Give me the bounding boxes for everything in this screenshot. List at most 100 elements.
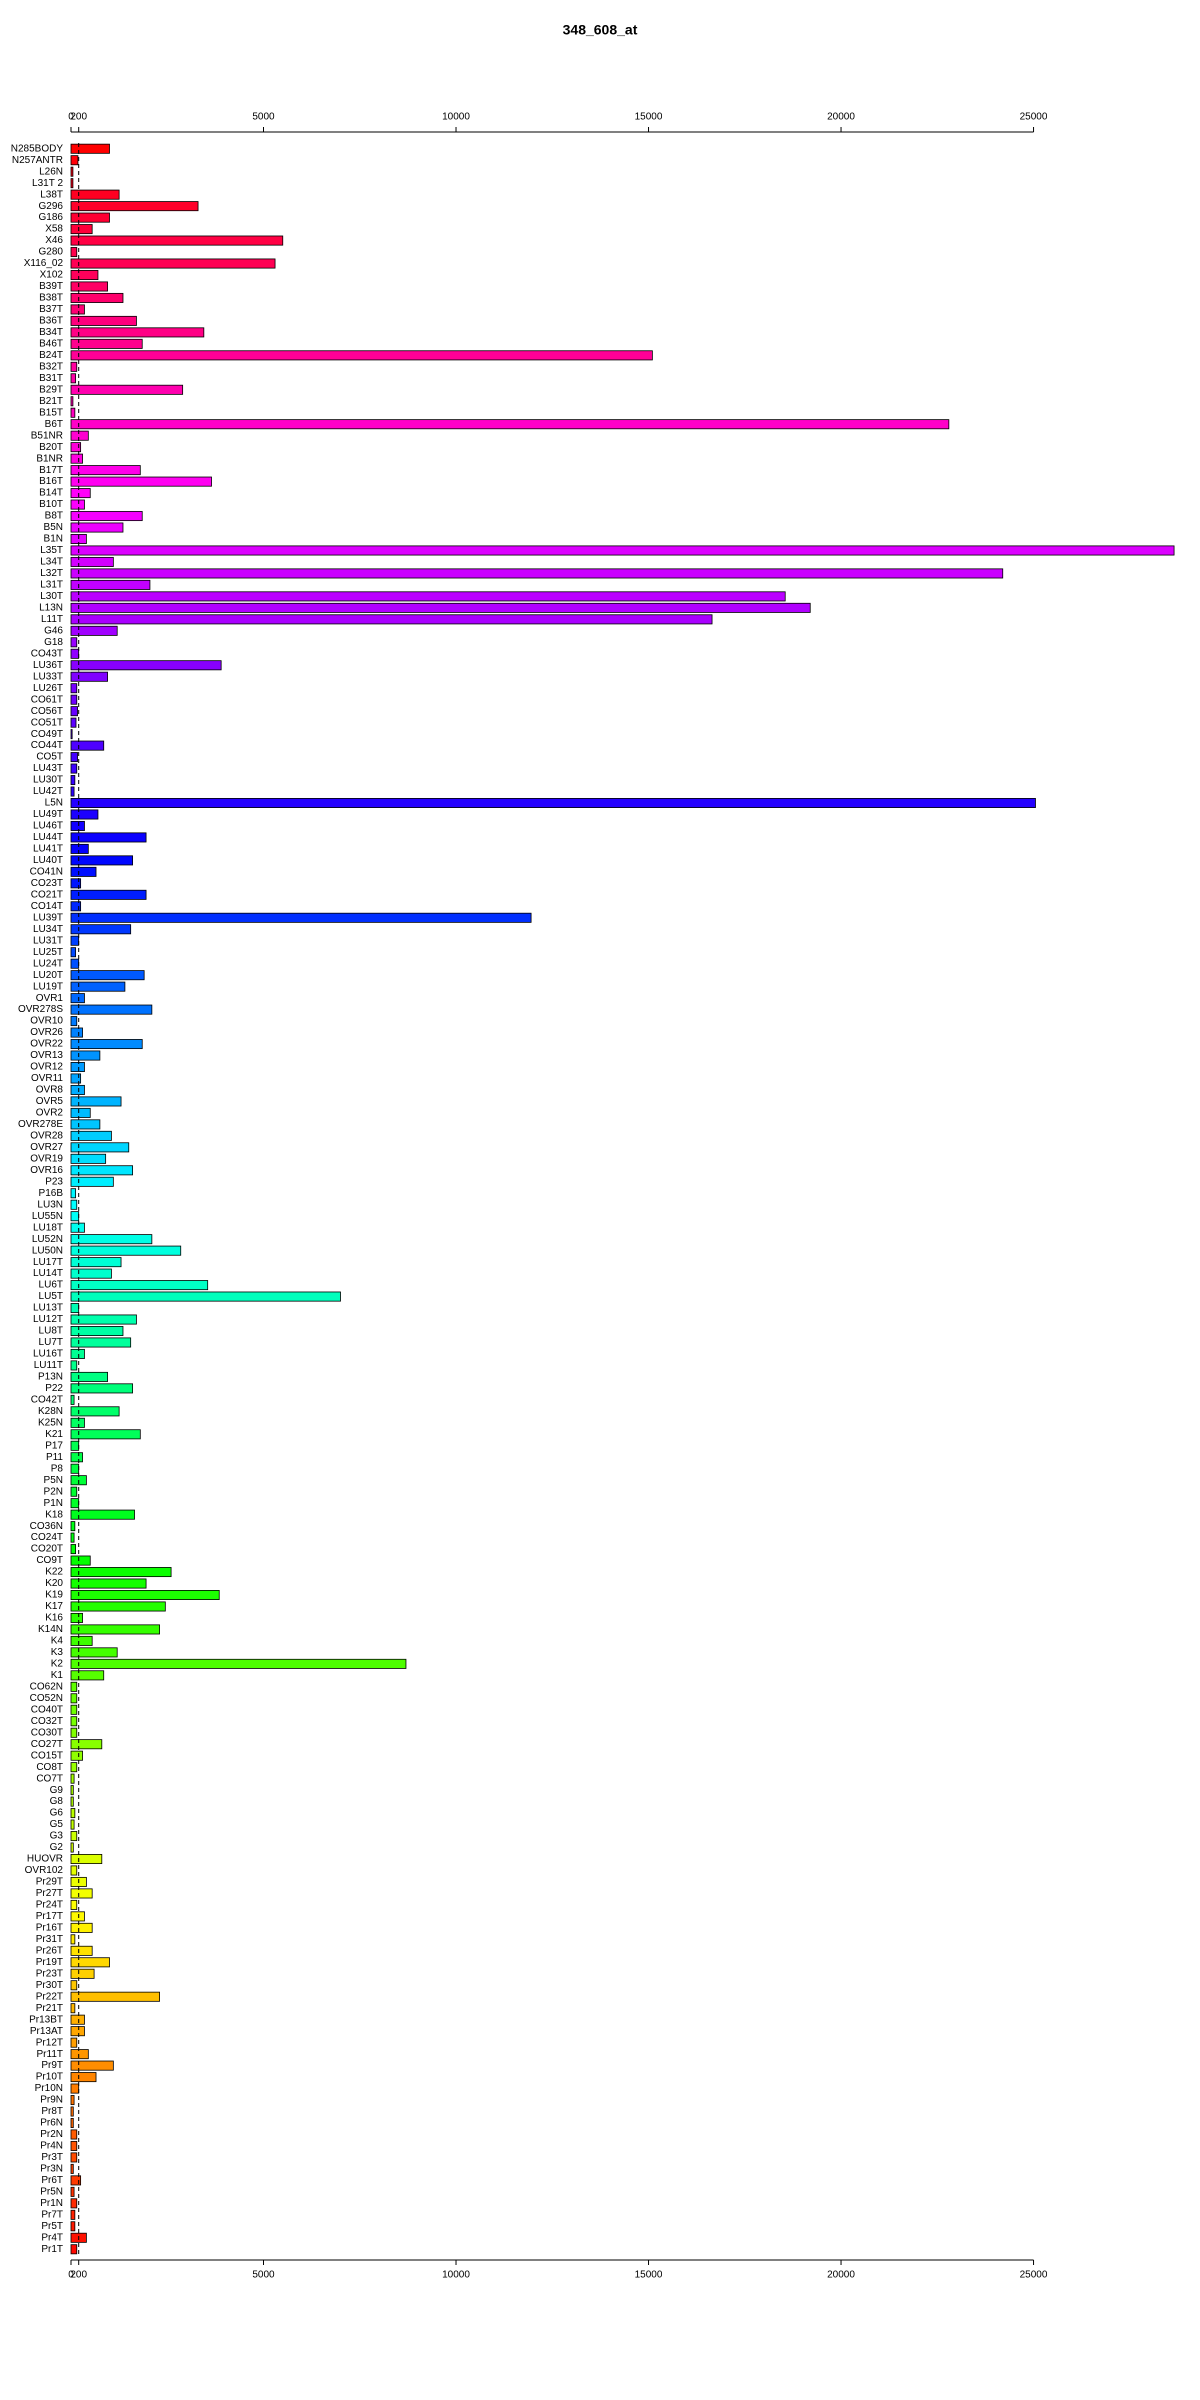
bar: [70, 1303, 80, 1314]
y-tick-label: G5: [50, 1819, 64, 1830]
bar: [70, 912, 532, 923]
bar: [70, 1417, 85, 1428]
y-tick-label: K19: [45, 1590, 63, 1601]
y-tick-label: CO20T: [31, 1544, 63, 1555]
x-tick-label: 25000: [1020, 2270, 1048, 2281]
y-tick-label: Pr24T: [36, 1900, 63, 1911]
y-tick-label: B32T: [39, 361, 63, 372]
bar: [70, 1004, 153, 1015]
bar: [70, 625, 118, 636]
y-tick-label: B14T: [39, 488, 63, 499]
bar: [70, 235, 284, 246]
bar: [70, 1463, 80, 1474]
y-tick-label: K16: [45, 1613, 63, 1624]
y-tick-label: K20: [45, 1578, 63, 1589]
bar: [70, 2083, 80, 2094]
bar: [70, 1980, 78, 1991]
bar: [70, 1521, 76, 1532]
y-tick-label: B29T: [39, 384, 63, 395]
y-tick-label: OVR19: [30, 1153, 63, 1164]
y-tick-label: B34T: [39, 327, 63, 338]
y-tick-label: LU34T: [33, 924, 63, 935]
y-tick-label: K25N: [38, 1417, 63, 1428]
bar: [70, 1291, 341, 1302]
bar: [70, 981, 126, 992]
bar: [70, 545, 1175, 556]
bar: [70, 855, 134, 866]
y-tick-label: LU55N: [32, 1211, 63, 1222]
x-tick-label: 25000: [1020, 112, 1048, 123]
y-tick-label: L30T: [40, 591, 63, 602]
bar: [70, 1165, 134, 1176]
bar: [70, 442, 82, 453]
y-tick-label: L31T: [40, 580, 63, 591]
bar: [70, 1280, 209, 1291]
bar: [70, 602, 811, 613]
bar: [70, 373, 77, 384]
y-tick-label: L13N: [39, 603, 63, 614]
bar: [70, 1452, 83, 1463]
bar: [70, 1096, 122, 1107]
x-tick-label: 20000: [827, 112, 855, 123]
bar: [70, 178, 74, 189]
bar: [70, 2209, 76, 2220]
bar: [70, 2003, 76, 2014]
y-tick-label: OVR278S: [18, 1004, 63, 1015]
bar: [70, 866, 97, 877]
y-tick-label: OVR2: [36, 1108, 64, 1119]
bar: [70, 224, 93, 235]
x-tick-label: 20000: [827, 2270, 855, 2281]
y-tick-label: B38T: [39, 293, 63, 304]
bar: [70, 579, 151, 590]
y-tick-label: B37T: [39, 304, 63, 315]
y-tick-label: LU41T: [33, 844, 63, 855]
bar: [70, 1854, 103, 1864]
x-tick-label: 10000: [442, 112, 470, 123]
bar: [70, 671, 108, 682]
bar: [70, 1050, 101, 1061]
y-tick-label: Pr6N: [40, 2118, 63, 2129]
y-tick-label: L31T 2: [32, 178, 63, 189]
y-tick-label: X46: [45, 235, 63, 246]
y-tick-label: CO44T: [31, 740, 63, 751]
y-tick-label: G6: [50, 1808, 64, 1819]
y-tick-label: Pr2N: [40, 2129, 63, 2140]
y-tick-label: LU14T: [33, 1268, 63, 1279]
y-tick-label: CO30T: [31, 1727, 63, 1738]
y-tick-label: G296: [39, 201, 64, 212]
y-tick-label: K1: [51, 1670, 64, 1681]
y-tick-label: LU36T: [33, 660, 63, 671]
y-tick-label: N285BODY: [11, 143, 64, 154]
y-tick-label: Pr30T: [36, 1980, 63, 1991]
y-tick-label: Pr3N: [40, 2164, 63, 2175]
y-tick-label: CO40T: [31, 1704, 63, 1715]
bar: [70, 901, 82, 912]
bar: [70, 327, 205, 338]
y-tick-label: CO8T: [36, 1762, 63, 1773]
y-tick-label: OVR102: [25, 1865, 64, 1876]
y-tick-label: Pr9T: [41, 2060, 63, 2071]
y-tick-label: OVR22: [30, 1039, 63, 1050]
y-tick-label: CO43T: [31, 648, 63, 659]
x-tick-label: 5000: [252, 112, 275, 123]
y-tick-label: CO24T: [31, 1532, 63, 1543]
bar: [70, 1348, 85, 1359]
bar: [70, 155, 79, 166]
bar: [70, 958, 80, 969]
bar: [70, 1681, 78, 1692]
y-tick-label: Pr5N: [40, 2187, 63, 2198]
bar: [70, 935, 80, 946]
bar: [70, 889, 147, 900]
y-tick-label: LU49T: [33, 809, 63, 820]
y-tick-label: P23: [45, 1176, 63, 1187]
bar: [70, 2118, 74, 2128]
y-tick-label: LU25T: [33, 947, 63, 958]
bar: [70, 2244, 78, 2255]
bar: [70, 694, 78, 705]
y-tick-label: CO51T: [31, 717, 63, 728]
y-tick-label: K28N: [38, 1406, 63, 1417]
bar: [70, 1693, 78, 1704]
bar: [70, 752, 78, 763]
bar: [70, 350, 653, 361]
